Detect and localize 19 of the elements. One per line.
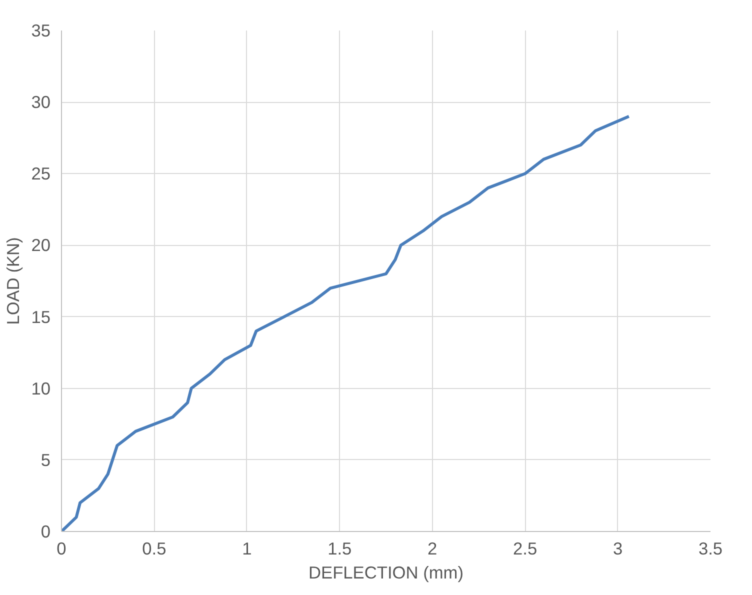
x-tick-label: 1 bbox=[242, 538, 252, 558]
y-tick-label: 0 bbox=[40, 522, 51, 542]
y-tick-label: 5 bbox=[40, 450, 51, 470]
y-tick-label: 35 bbox=[31, 20, 51, 40]
x-tick-label: 0.5 bbox=[142, 538, 166, 558]
x-tick-label: 3 bbox=[612, 538, 623, 558]
y-tick-label: 15 bbox=[31, 306, 51, 327]
x-tick-label: 2 bbox=[428, 538, 438, 558]
x-tick-label: 0 bbox=[56, 538, 66, 558]
y-tick-label: 30 bbox=[31, 92, 51, 112]
y-tick-label: 20 bbox=[31, 235, 51, 256]
x-tick-label: 2.5 bbox=[513, 538, 538, 558]
x-tick-label: 1.5 bbox=[328, 538, 352, 558]
y-tick-label: 25 bbox=[31, 164, 51, 184]
x-axis-title: DEFLECTION (mm) bbox=[308, 562, 464, 582]
line-series bbox=[62, 114, 630, 532]
y-axis-title: LOAD (KN) bbox=[3, 237, 24, 325]
x-tick-label: 3.5 bbox=[698, 538, 723, 558]
y-tick-label: 10 bbox=[31, 378, 51, 398]
